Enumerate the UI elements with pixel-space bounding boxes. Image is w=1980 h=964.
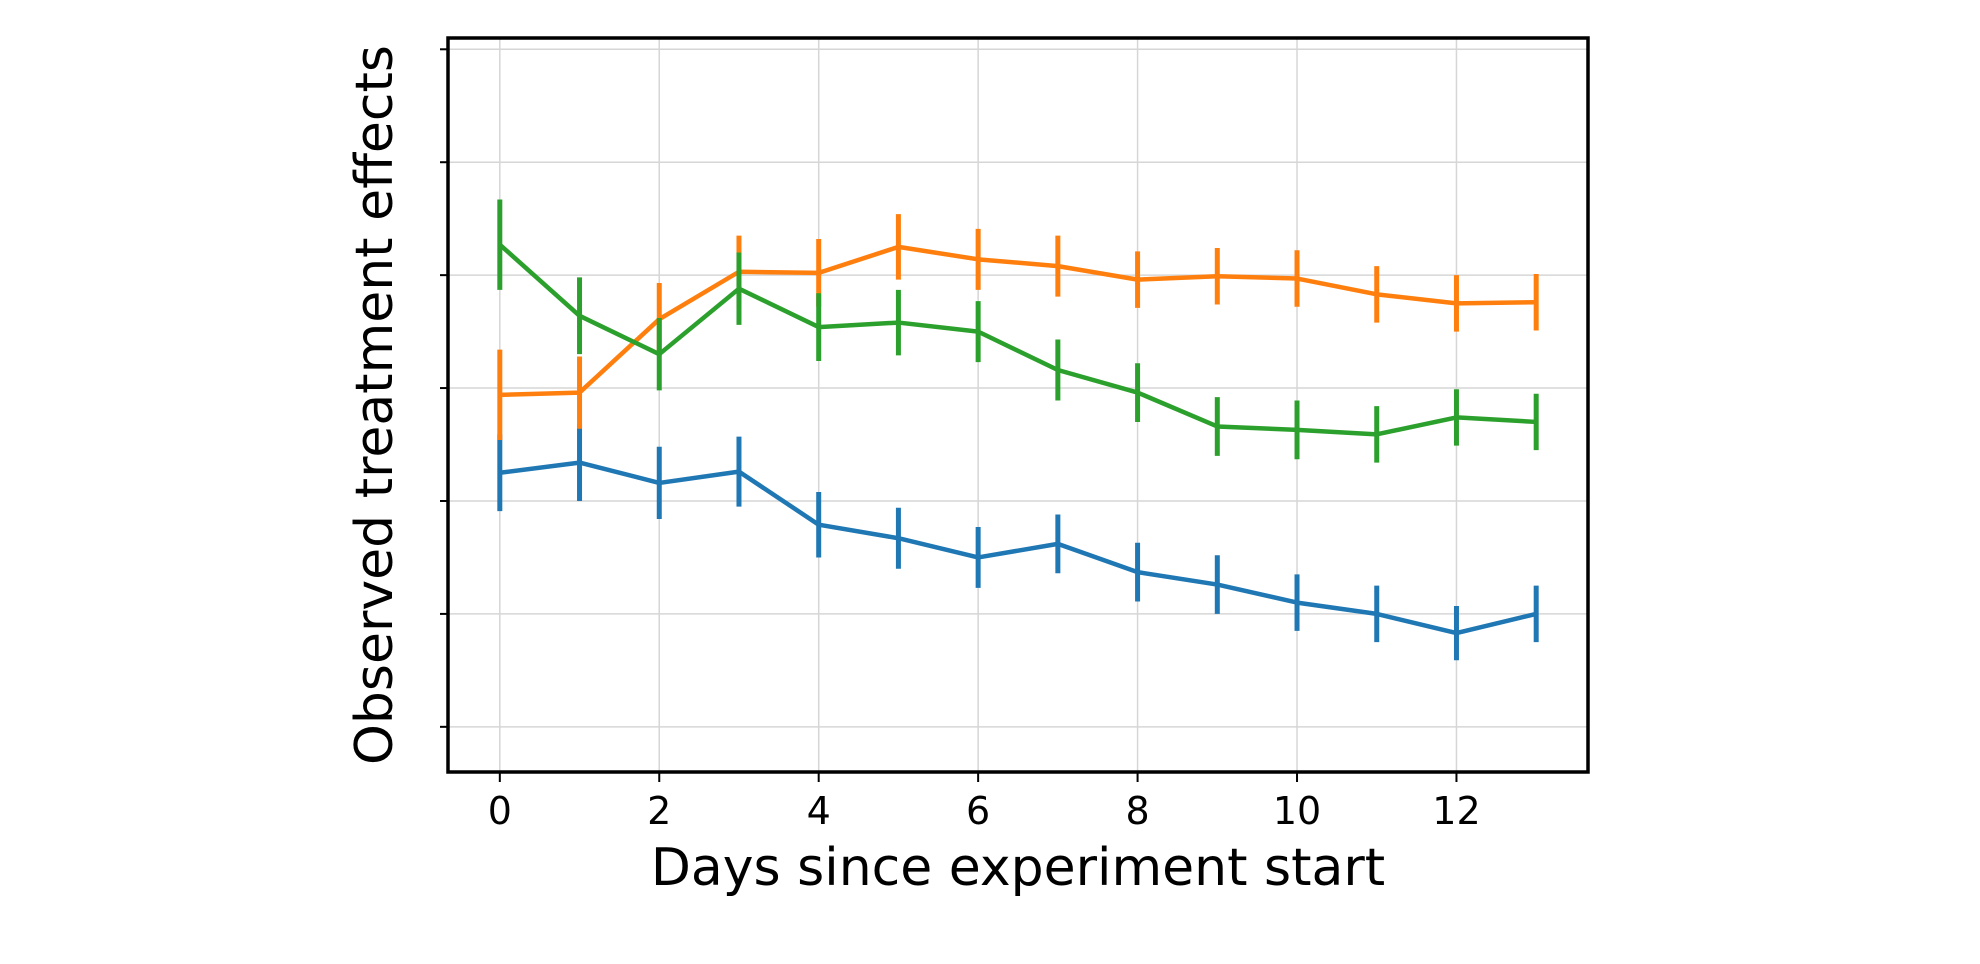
- x-tick-label: 8: [1125, 789, 1149, 833]
- axis-ticks: [440, 48, 1458, 782]
- series-1: [497, 424, 1539, 661]
- series-line: [497, 460, 1539, 636]
- plot-frame: [446, 36, 1590, 774]
- series-2: [497, 214, 1539, 441]
- series-3: [497, 199, 1539, 463]
- x-axis-label: Days since experiment start: [651, 838, 1385, 898]
- x-tick-labels: 0 2 4 6 8 10 12: [488, 789, 1481, 833]
- x-tick-label: 0: [488, 789, 512, 833]
- grid-lines: [448, 38, 1588, 772]
- x-tick-label: 6: [966, 789, 990, 833]
- x-tick-label: 12: [1432, 789, 1480, 833]
- series-line: [497, 242, 1539, 437]
- x-tick-label: 2: [647, 789, 671, 833]
- y-axis-label: Observed treatment effects: [345, 45, 405, 765]
- series-line: [497, 244, 1539, 398]
- series-group: [497, 199, 1539, 661]
- x-tick-label: 10: [1273, 789, 1321, 833]
- x-tick-label: 4: [807, 789, 831, 833]
